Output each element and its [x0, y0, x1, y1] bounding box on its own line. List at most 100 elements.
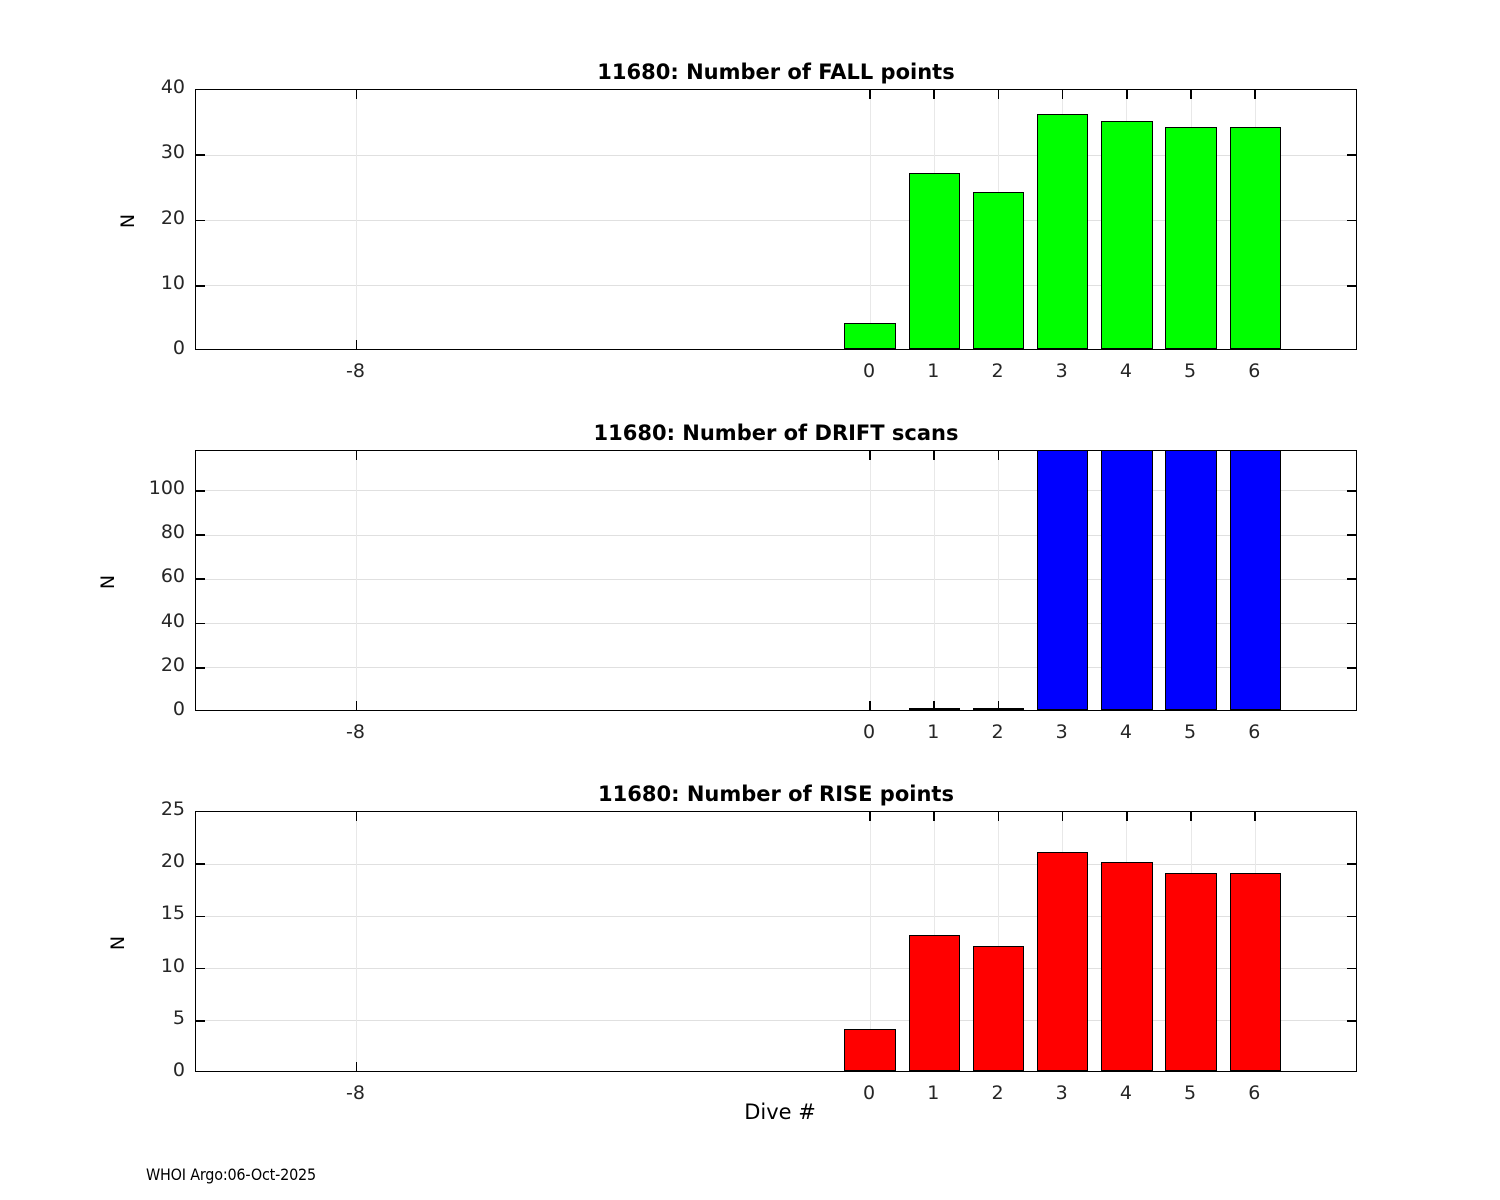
x-tick-label-fall: 2 — [991, 360, 1004, 382]
x-tick-mark — [355, 1062, 358, 1071]
x-tick-label-drift: 1 — [927, 721, 940, 743]
x-tick-mark — [355, 701, 358, 710]
y-tick-mark — [196, 967, 205, 970]
gridline-horizontal — [196, 490, 1356, 492]
footer-timestamp: WHOI Argo:06-Oct-2025 — [146, 1165, 316, 1184]
gridline-horizontal — [196, 285, 1356, 287]
gridline-vertical — [355, 451, 357, 710]
gridline-vertical — [933, 451, 935, 710]
y-tick-mark — [196, 490, 205, 492]
y-tick-label-rise: 0 — [172, 1059, 185, 1081]
bar-drift-1 — [908, 707, 960, 710]
gridline-horizontal — [196, 1020, 1356, 1022]
y-tick-label-drift: 20 — [160, 653, 185, 676]
x-tick-mark — [997, 90, 1000, 99]
gridline-horizontal — [196, 154, 1356, 156]
y-tick-label-rise: 5 — [172, 1006, 185, 1029]
x-tick-mark — [869, 812, 871, 821]
plot-area-fall — [195, 89, 1357, 350]
y-tick-mark — [1347, 284, 1356, 287]
y-tick-mark — [196, 219, 205, 222]
x-tick-mark — [1061, 90, 1064, 99]
y-tick-mark — [196, 284, 205, 287]
x-tick-label-fall: 6 — [1248, 360, 1261, 382]
bar-drift-5 — [1165, 451, 1217, 710]
gridline-vertical — [869, 90, 871, 349]
y-tick-mark — [196, 1020, 205, 1022]
bar-drift-6 — [1229, 451, 1281, 710]
subplot-drift: 11680: Number of DRIFT scans N — [0, 0, 1500, 711]
subplot-rise: 11680: Number of RISE points N Dive # — [0, 0, 1500, 1124]
x-tick-mark — [869, 451, 871, 460]
y-tick-mark — [196, 578, 205, 581]
x-tick-label-rise: 4 — [1119, 1082, 1132, 1104]
y-tick-label-drift: 0 — [172, 698, 185, 720]
x-tick-label-drift: 2 — [991, 721, 1004, 743]
x-tick-mark — [355, 812, 358, 821]
gridline-vertical — [997, 451, 999, 710]
gridline-horizontal — [196, 915, 1356, 917]
y-tick-label-rise: 10 — [160, 954, 185, 977]
bar-drift-3 — [1037, 451, 1089, 710]
x-tick-mark — [933, 451, 936, 460]
bar-rise-1 — [908, 935, 960, 1071]
bar-fall-4 — [1101, 120, 1153, 349]
gridline-vertical — [869, 451, 871, 710]
subplot-title-rise: 11680: Number of RISE points — [598, 782, 954, 806]
x-tick-mark — [869, 90, 871, 99]
y-tick-mark — [196, 622, 205, 625]
x-tick-label-drift: 0 — [863, 721, 876, 743]
x-tick-label-fall: 0 — [863, 360, 876, 382]
y-tick-mark — [1347, 219, 1356, 222]
x-tick-mark — [869, 701, 871, 710]
x-tick-mark — [1190, 90, 1192, 99]
x-tick-label-rise: 3 — [1055, 1082, 1068, 1104]
x-tick-mark — [1126, 90, 1128, 99]
x-tick-label-rise: 0 — [863, 1082, 876, 1104]
y-tick-label-fall: 40 — [160, 76, 185, 98]
gridline-vertical — [869, 812, 871, 1071]
y-tick-mark — [1347, 915, 1356, 918]
y-tick-mark — [196, 863, 205, 865]
gridline-vertical — [355, 812, 357, 1071]
y-tick-label-drift: 40 — [160, 609, 185, 632]
subplot-title-drift: 11680: Number of DRIFT scans — [593, 421, 959, 445]
y-tick-mark — [1347, 622, 1356, 625]
y-tick-mark — [196, 915, 205, 918]
bar-fall-3 — [1037, 114, 1089, 349]
x-tick-mark — [933, 90, 936, 99]
y-tick-mark — [1347, 1020, 1356, 1022]
y-tick-mark — [1347, 534, 1356, 536]
y-tick-label-fall: 10 — [160, 271, 185, 294]
bar-rise-0 — [844, 1029, 896, 1071]
x-tick-mark — [997, 701, 1000, 710]
y-tick-label-drift: 80 — [160, 521, 185, 544]
gridline-vertical — [997, 812, 999, 1071]
y-tick-label-fall: 20 — [160, 206, 185, 229]
y-tick-label-rise: 25 — [160, 798, 185, 820]
x-tick-mark — [933, 701, 936, 710]
y-tick-mark — [1347, 154, 1356, 157]
y-tick-mark — [1347, 578, 1356, 581]
x-tick-mark — [355, 90, 358, 99]
y-tick-mark — [1347, 967, 1356, 970]
bar-fall-5 — [1165, 127, 1217, 349]
y-tick-label-fall: 0 — [172, 337, 185, 359]
bar-rise-5 — [1165, 872, 1217, 1071]
gridline-horizontal — [196, 534, 1356, 536]
x-tick-mark — [1254, 812, 1257, 821]
bar-rise-2 — [972, 945, 1025, 1071]
bar-fall-2 — [972, 192, 1025, 349]
x-tick-label-rise: 6 — [1248, 1082, 1261, 1104]
x-tick-label-fall: 5 — [1184, 360, 1197, 382]
gridline-horizontal — [196, 968, 1356, 970]
bar-fall-0 — [844, 322, 896, 349]
y-tick-mark — [1347, 490, 1356, 492]
bar-fall-1 — [908, 172, 960, 349]
subplot-fall: 11680: Number of FALL points N — [0, 0, 1500, 400]
x-axis-label: Dive # — [744, 1100, 816, 1124]
bar-drift-2 — [972, 707, 1025, 710]
x-tick-label-drift: 3 — [1055, 721, 1068, 743]
x-tick-label-rise: 2 — [991, 1082, 1004, 1104]
x-tick-mark — [997, 451, 1000, 460]
